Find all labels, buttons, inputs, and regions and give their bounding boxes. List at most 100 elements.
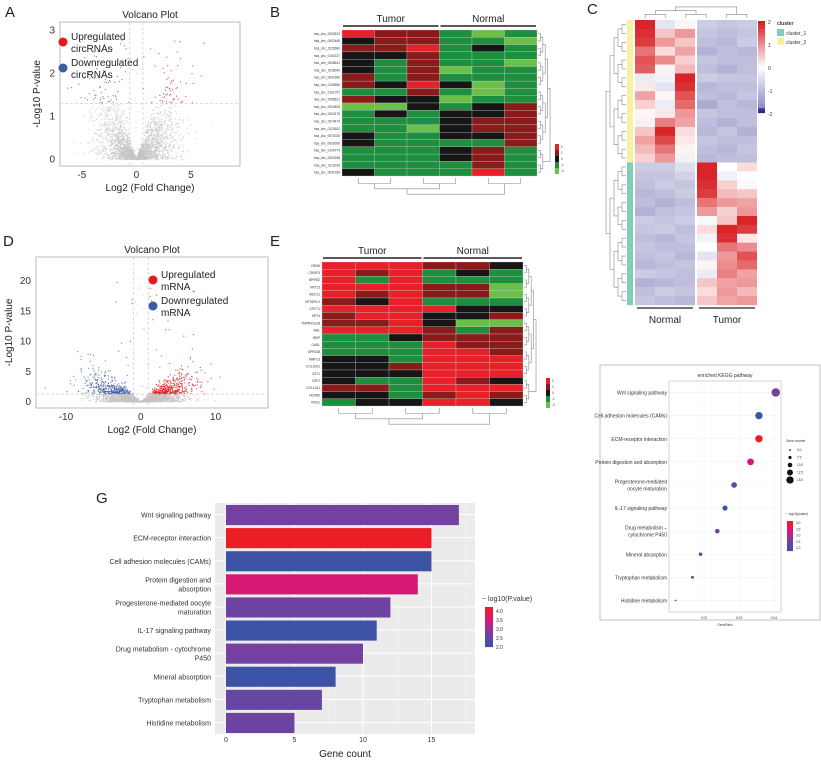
heatmap-cell xyxy=(675,207,695,216)
data-point xyxy=(160,135,161,136)
heatmap-cell xyxy=(635,20,655,29)
data-point xyxy=(156,128,157,129)
heatmap-cell xyxy=(655,216,675,225)
heatmap-cell xyxy=(737,73,757,82)
dendrogram-branch xyxy=(645,14,665,18)
heatmap-cell xyxy=(407,67,440,74)
data-point xyxy=(134,157,135,158)
data-point xyxy=(108,96,109,97)
data-point xyxy=(102,154,103,155)
data-point xyxy=(94,95,95,96)
heatmap-cell xyxy=(737,171,757,180)
data-point xyxy=(101,142,102,143)
heatmap-cell xyxy=(655,100,675,109)
data-point xyxy=(155,65,156,66)
data-point xyxy=(132,150,133,151)
data-point xyxy=(171,124,172,125)
heatmap-cell xyxy=(697,29,717,38)
heatmap-cell xyxy=(675,29,695,38)
data-point xyxy=(122,153,123,154)
data-point xyxy=(164,133,165,134)
data-point xyxy=(182,106,183,107)
data-point xyxy=(134,100,135,101)
data-point xyxy=(183,377,184,378)
dendrogram-branch xyxy=(423,178,456,183)
row-label: hsa_circ_0030369 xyxy=(314,141,340,145)
data-point xyxy=(109,397,110,398)
data-point xyxy=(155,147,156,148)
data-point xyxy=(159,145,160,146)
heatmap-cell xyxy=(717,171,737,180)
heatmap-cell xyxy=(505,161,538,168)
data-point xyxy=(130,155,131,156)
data-point xyxy=(159,53,160,54)
data-point xyxy=(187,374,188,375)
heatmap-cell xyxy=(440,59,473,66)
heatmap-cell xyxy=(407,103,440,110)
heatmap-cell xyxy=(675,260,695,269)
data-point xyxy=(177,65,178,66)
heatmap-cell xyxy=(655,260,675,269)
data-point xyxy=(116,134,117,135)
data-point xyxy=(118,150,119,151)
data-point xyxy=(212,125,213,126)
heatmap-cell xyxy=(407,52,440,59)
heatmap-cell xyxy=(675,73,695,82)
heatmap-cell xyxy=(472,103,505,110)
data-point xyxy=(94,120,95,121)
data-point xyxy=(119,128,120,129)
data-point xyxy=(115,147,116,148)
data-point xyxy=(139,154,140,155)
data-point xyxy=(140,385,141,386)
dendrogram-branch xyxy=(540,154,542,169)
heatmap-cell xyxy=(717,65,737,74)
data-point xyxy=(158,114,159,115)
data-point xyxy=(118,147,119,148)
data-point xyxy=(95,111,96,112)
legend-title: cluster xyxy=(777,21,793,27)
legend-marker xyxy=(59,38,68,47)
data-point xyxy=(154,387,155,388)
row-label: hsa_circ_0002475 xyxy=(314,112,340,116)
data-point xyxy=(93,90,94,91)
data-point xyxy=(169,107,170,108)
data-point xyxy=(181,155,182,156)
heatmap-cell xyxy=(717,145,737,154)
data-point xyxy=(168,151,169,152)
data-point xyxy=(99,140,100,141)
data-point xyxy=(103,138,104,139)
data-point xyxy=(164,120,165,121)
heatmap-cell xyxy=(635,136,655,145)
cluster-annotation xyxy=(627,207,633,216)
data-point xyxy=(101,400,102,401)
heatmap-cell xyxy=(697,20,717,29)
data-point xyxy=(163,130,164,131)
data-point xyxy=(127,137,128,138)
data-point xyxy=(146,144,147,145)
heatmap-cell xyxy=(505,169,538,176)
heatmap-cell xyxy=(737,243,757,252)
data-point xyxy=(197,381,198,382)
data-point xyxy=(123,153,124,154)
cluster-annotation xyxy=(627,225,633,234)
data-point xyxy=(167,94,168,95)
data-point xyxy=(67,88,68,89)
cluster-annotation xyxy=(627,296,633,305)
data-point xyxy=(77,153,78,154)
dendrogram-branch xyxy=(614,38,618,74)
heatmap-cell xyxy=(717,154,737,163)
heatmap-cell xyxy=(655,38,675,47)
heatmap-cell xyxy=(375,103,408,110)
colorbar-segment xyxy=(758,111,765,113)
data-point xyxy=(120,144,121,145)
colorbar-tick: 2 xyxy=(768,20,771,26)
cluster-annotation xyxy=(627,56,633,65)
data-point xyxy=(119,140,120,141)
data-point xyxy=(152,113,153,114)
data-point xyxy=(113,102,114,103)
heatmap-cell xyxy=(472,132,505,139)
data-point xyxy=(115,153,116,154)
cluster-annotation xyxy=(627,91,633,100)
data-point xyxy=(87,99,88,100)
data-point xyxy=(153,119,154,120)
